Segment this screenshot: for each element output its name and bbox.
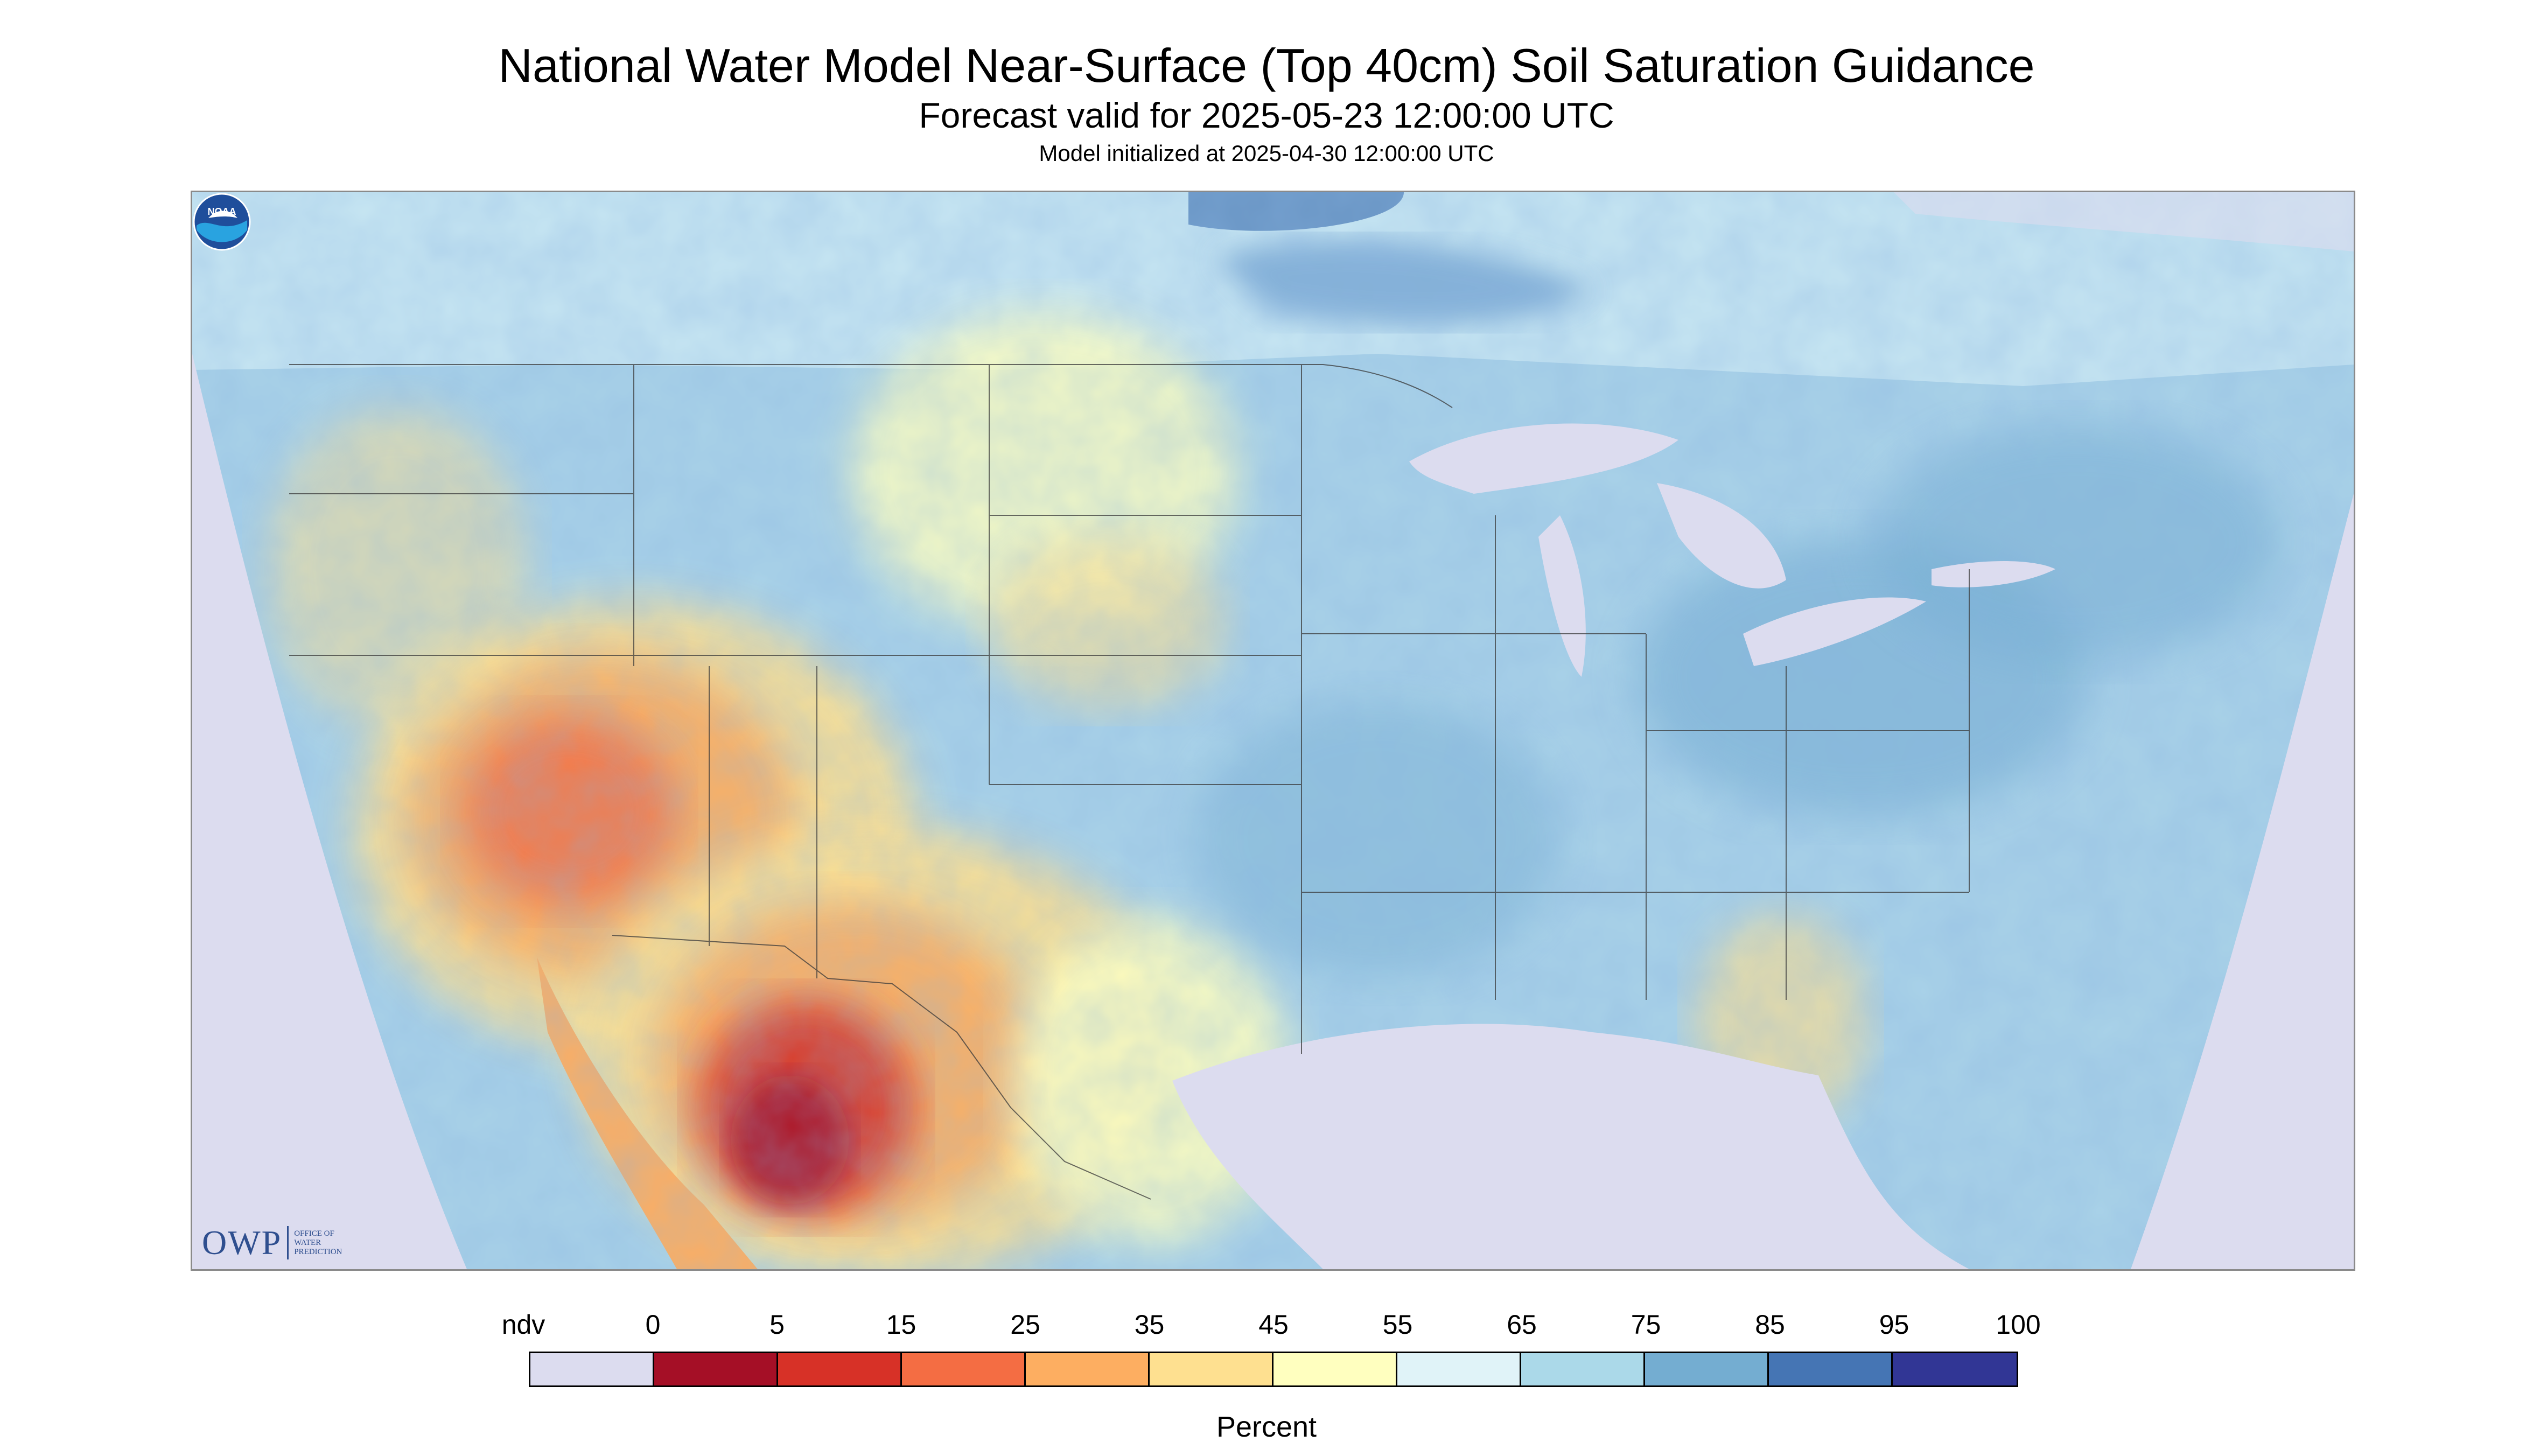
- legend-tick-label: ndv: [501, 1310, 545, 1340]
- legend-tick-label: 35: [1134, 1310, 1165, 1340]
- forecast-valid-time: Forecast valid for 2025-05-23 12:00:00 U…: [919, 95, 1614, 135]
- legend-tick-label: 100: [1996, 1310, 2041, 1340]
- owp-logo-divider: [287, 1226, 289, 1259]
- legend-tick-label: 25: [1010, 1310, 1040, 1340]
- legend-swatch: [1769, 1353, 1893, 1385]
- noaa-text: NOAA: [208, 206, 236, 217]
- legend-swatch: [654, 1353, 778, 1385]
- legend-swatch: [902, 1353, 1026, 1385]
- legend-tick-label: 95: [1879, 1310, 1909, 1340]
- atlantic-ocean-nodata: [2131, 494, 2354, 1269]
- legend-swatch: [1893, 1353, 2017, 1385]
- owp-logo: OWP Office of Water Prediction: [202, 1224, 342, 1262]
- color-legend: ndv 0 5 15 25 35 45 55 65 75 85 95 100 Percent: [0, 1292, 2533, 1454]
- lake-superior: [1409, 423, 1678, 494]
- lake-michigan: [1538, 515, 1586, 677]
- gulf-of-mexico-nodata: [1172, 1024, 1969, 1269]
- title-block: National Water Model Near-Surface (Top 4…: [0, 38, 2533, 168]
- lake-ontario: [1932, 561, 2055, 587]
- lake-huron: [1657, 483, 1786, 589]
- owp-logo-text: Office of Water Prediction: [294, 1229, 342, 1256]
- us-canada-border: [289, 364, 1453, 408]
- legend-swatch: [1274, 1353, 1397, 1385]
- legend-swatch: [530, 1353, 654, 1385]
- legend-tick-label: 0: [645, 1310, 661, 1340]
- legend-tick-label: 45: [1258, 1310, 1289, 1340]
- legend-unit: Percent: [1216, 1411, 1317, 1443]
- legend-tick-label: 85: [1755, 1310, 1785, 1340]
- owp-logo-mark: OWP: [202, 1223, 282, 1262]
- us-mexico-border: [612, 935, 1151, 1200]
- political-boundaries: [289, 364, 1970, 1200]
- state-lines: [289, 365, 1970, 1054]
- legend-swatch: [1150, 1353, 1274, 1385]
- legend-tick-label: 55: [1382, 1310, 1413, 1340]
- legend-swatch: [1397, 1353, 1521, 1385]
- soil-saturation-map: [192, 192, 2354, 1269]
- pacific-ocean-nodata: [192, 354, 467, 1269]
- map-title: National Water Model Near-Surface (Top 4…: [498, 39, 2035, 92]
- legend-tick-label: 5: [769, 1310, 785, 1340]
- noaa-emblem-icon: NOAA: [193, 193, 251, 251]
- legend-swatch: [1521, 1353, 1645, 1385]
- legend-tick-label: 75: [1631, 1310, 1661, 1340]
- legend-swatch: [1026, 1353, 1150, 1385]
- hudson-bay-nodata: [1894, 192, 2354, 251]
- legend-colorbar: [529, 1352, 2018, 1387]
- legend-swatch: [778, 1353, 902, 1385]
- map-frame: OWP Office of Water Prediction NOAA: [191, 191, 2355, 1271]
- model-init-time: Model initialized at 2025-04-30 12:00:00…: [1039, 141, 1494, 166]
- legend-swatch: [1645, 1353, 1769, 1385]
- lake-erie: [1743, 597, 1926, 666]
- legend-tick-label: 15: [886, 1310, 916, 1340]
- legend-tick-label: 65: [1507, 1310, 1537, 1340]
